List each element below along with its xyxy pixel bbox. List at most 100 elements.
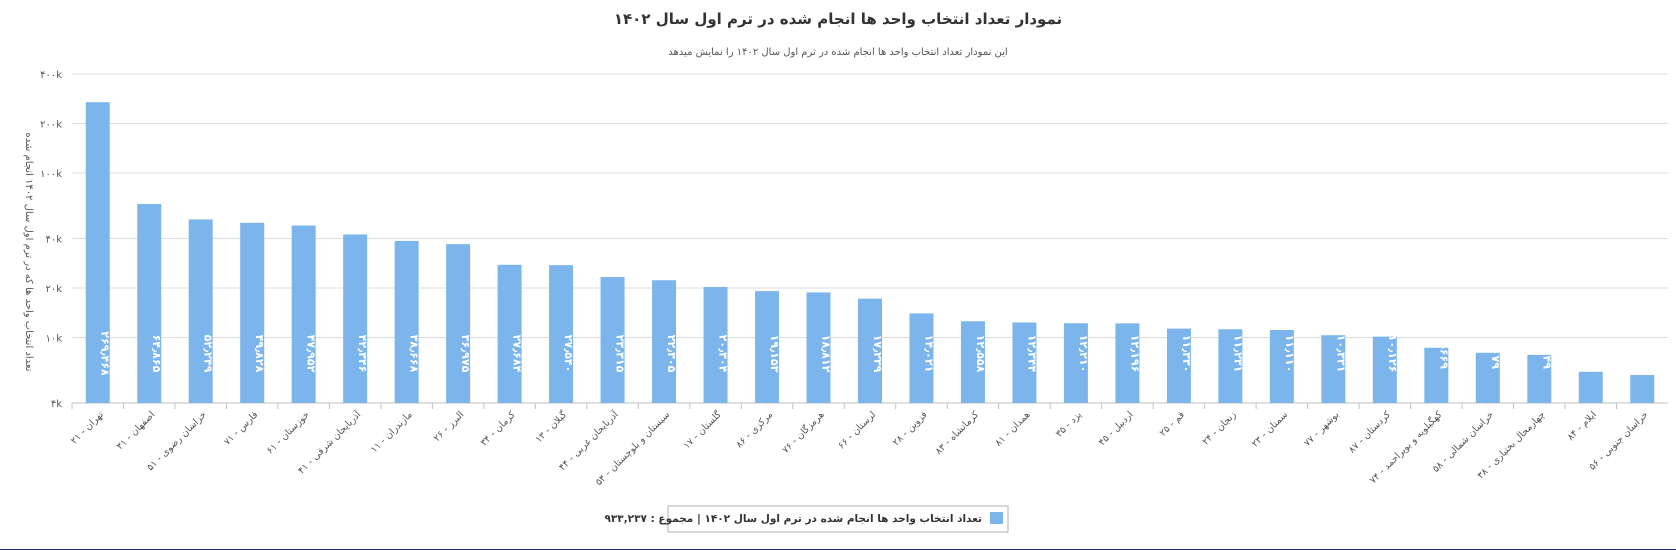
bar-data-label: ۶٫۱۹۰	[1592, 338, 1605, 369]
bar[interactable]	[806, 292, 831, 403]
x-tick-label: تهران - ۲۱	[69, 409, 106, 446]
x-tick-label: کرمان - ۳۴	[479, 409, 519, 449]
bar[interactable]	[1424, 347, 1449, 403]
y-axis-label: تعداد انتخاب واحد ها که در ترم اول سال ۱…	[23, 133, 34, 372]
bar-data-label: ۱۲٫۵۵۸	[974, 335, 987, 373]
legend-swatch	[990, 512, 1003, 524]
y-tick-label: ۲۰k	[45, 284, 62, 295]
bar-data-label: ۱۱٫۱۱۰	[1283, 335, 1296, 373]
bar[interactable]	[446, 244, 471, 403]
x-tick-label: لرستان - ۶۶	[836, 409, 878, 451]
bar[interactable]	[291, 225, 316, 403]
bar-data-label: ۶۴٫۸۶۵	[150, 335, 163, 373]
bar[interactable]	[1372, 336, 1397, 403]
bar-data-label: ۱۱٫۲۳۱	[1231, 335, 1244, 373]
bar-data-label: ۲۶۹٫۴۶۸	[99, 331, 112, 376]
bar[interactable]	[600, 277, 625, 403]
bar-data-label: ۱۲٫۱۹۶	[1128, 335, 1141, 373]
bar-data-label: ۱۹٫۱۵۳	[768, 335, 781, 373]
bar[interactable]	[394, 240, 419, 403]
bar[interactable]	[1012, 322, 1037, 403]
bar[interactable]	[652, 280, 677, 403]
bar[interactable]	[1063, 323, 1088, 403]
bar[interactable]	[1475, 352, 1500, 403]
bar-data-label: ۱۰٫۳۳۱	[1334, 335, 1347, 373]
bars: ۲۶۹٫۴۶۸ ۶۴٫۸۶۵ ۵۲٫۲۴۹ ۴۹٫۸۲۸ ۴۷٫۹۵۲ ۴۲٫۳۴۶ ۳۸٫…	[85, 102, 1656, 404]
bar-data-label: ۸٫۶۶۹	[1437, 338, 1450, 369]
bar-data-label: ۱۷٫۲۳۹	[871, 335, 884, 373]
bar-data-label: ۴۷٫۹۵۲	[305, 335, 318, 373]
x-tick-label: ایلام - ۸۴	[1565, 409, 1599, 443]
y-tick-label: ۴۰k	[45, 235, 62, 246]
y-tick-label: ۴۰۰k	[40, 70, 62, 81]
bar[interactable]	[343, 234, 368, 403]
bar[interactable]	[1527, 354, 1552, 403]
gridlines	[72, 73, 1668, 404]
bar[interactable]	[1166, 328, 1191, 403]
x-tick-label: مرکزی - ۸۶	[734, 409, 775, 450]
x-tick-label: هرمزگان - ۷۶	[779, 409, 826, 456]
bar-data-label: ۲۲٫۳۰۵	[665, 335, 678, 373]
bar-data-label: ۸٫۰۷۹	[1489, 338, 1502, 369]
bar[interactable]	[188, 219, 213, 403]
bar-data-label: ۲۷٫۵۴۰	[562, 335, 575, 373]
bar-data-label: ۲۰٫۳۰۴	[717, 335, 730, 373]
bar[interactable]	[909, 313, 934, 403]
x-tick-label: کرمانشاه - ۸۳	[933, 409, 981, 457]
x-tick-label: بوشهر - ۷۷	[1302, 409, 1341, 448]
y-tick-label: ۲۰۰k	[40, 120, 62, 131]
bar[interactable]	[137, 203, 162, 403]
y-tick-label: ۴k	[51, 399, 62, 410]
bar[interactable]	[1630, 374, 1655, 403]
bar[interactable]	[960, 321, 985, 403]
bar-data-label: ۷٫۸۴۹	[1540, 338, 1553, 369]
x-tick-label: اردبیل - ۴۵	[1097, 409, 1136, 448]
x-tick-label: یزد - ۳۵	[1054, 409, 1085, 440]
bar[interactable]	[755, 291, 780, 403]
bar[interactable]	[85, 102, 110, 404]
bar-data-label: ۱۸٫۸۱۲	[820, 335, 833, 373]
x-tick-label: سمنان - ۲۳	[1250, 409, 1290, 449]
bar[interactable]	[549, 265, 574, 403]
bar[interactable]	[1578, 371, 1603, 403]
bar[interactable]	[1218, 329, 1243, 403]
bar-data-label: ۳۸٫۶۶۸	[408, 335, 421, 373]
bar-data-label: ۱۱٫۳۳۰	[1180, 335, 1193, 373]
bar-data-label: ۴۲٫۳۴۶	[356, 335, 369, 373]
bar[interactable]	[703, 286, 728, 403]
y-axis-ticks: ۴k ۱۰k ۲۰k ۴۰k ۱۰۰k ۲۰۰k ۴۰۰k	[40, 70, 62, 410]
bar[interactable]	[240, 222, 265, 403]
x-tick-label: قم - ۲۵	[1158, 409, 1187, 438]
x-tick-label: مازندران - ۱۱	[369, 409, 415, 455]
bar-data-label: ۳۶٫۹۷۵	[459, 335, 472, 373]
bar[interactable]	[858, 298, 882, 403]
bar-data-label: ۴۹٫۸۲۸	[253, 335, 266, 373]
x-tick-label: کردستان - ۸۷	[1347, 409, 1394, 456]
bar[interactable]	[497, 264, 522, 403]
x-tick-label: گیلان - ۱۳	[533, 408, 570, 445]
bar-data-label: ۱۲٫۲۱۰	[1077, 335, 1090, 373]
bar[interactable]	[1115, 323, 1140, 403]
bar[interactable]	[1269, 330, 1294, 403]
x-tick-label: البرز - ۲۶	[432, 409, 467, 444]
y-tick-label: ۱۰۰k	[40, 169, 62, 180]
x-tick-label: همدان - ۸۱	[993, 409, 1032, 448]
bar-data-label: ۱۲٫۳۴۴	[1025, 335, 1038, 373]
x-tick-label: فارس - ۷۱	[222, 409, 260, 447]
legend[interactable]: تعداد انتخاب واحد ها انجام شده در ترم او…	[604, 505, 1009, 533]
bar-data-label: ۱۴٫۰۲۱	[922, 335, 935, 373]
x-tick-label: اصفهان - ۳۱	[115, 409, 158, 452]
chart-subtitle: این نمودار تعداد انتخاب واحد ها انجام شد…	[668, 47, 1007, 58]
legend-series-name[interactable]: تعداد انتخاب واحد ها انجام شده در ترم او…	[604, 513, 982, 525]
bar[interactable]	[1321, 335, 1346, 403]
legend-box	[667, 505, 1009, 533]
chart-title: نمودار تعداد انتخاب واحد ها انجام شده در…	[614, 10, 1062, 28]
y-tick-label: ۱۰k	[45, 334, 62, 345]
bar-data-label: ۵٫۹۲۱	[1643, 338, 1656, 369]
bar-data-label: ۲۳٫۳۱۵	[614, 335, 627, 373]
x-tick-label: گلستان - ۱۷	[681, 408, 724, 451]
x-tick-label: قزوین - ۲۸	[891, 409, 930, 448]
x-tick-label: زنجان - ۲۴	[1200, 409, 1238, 447]
